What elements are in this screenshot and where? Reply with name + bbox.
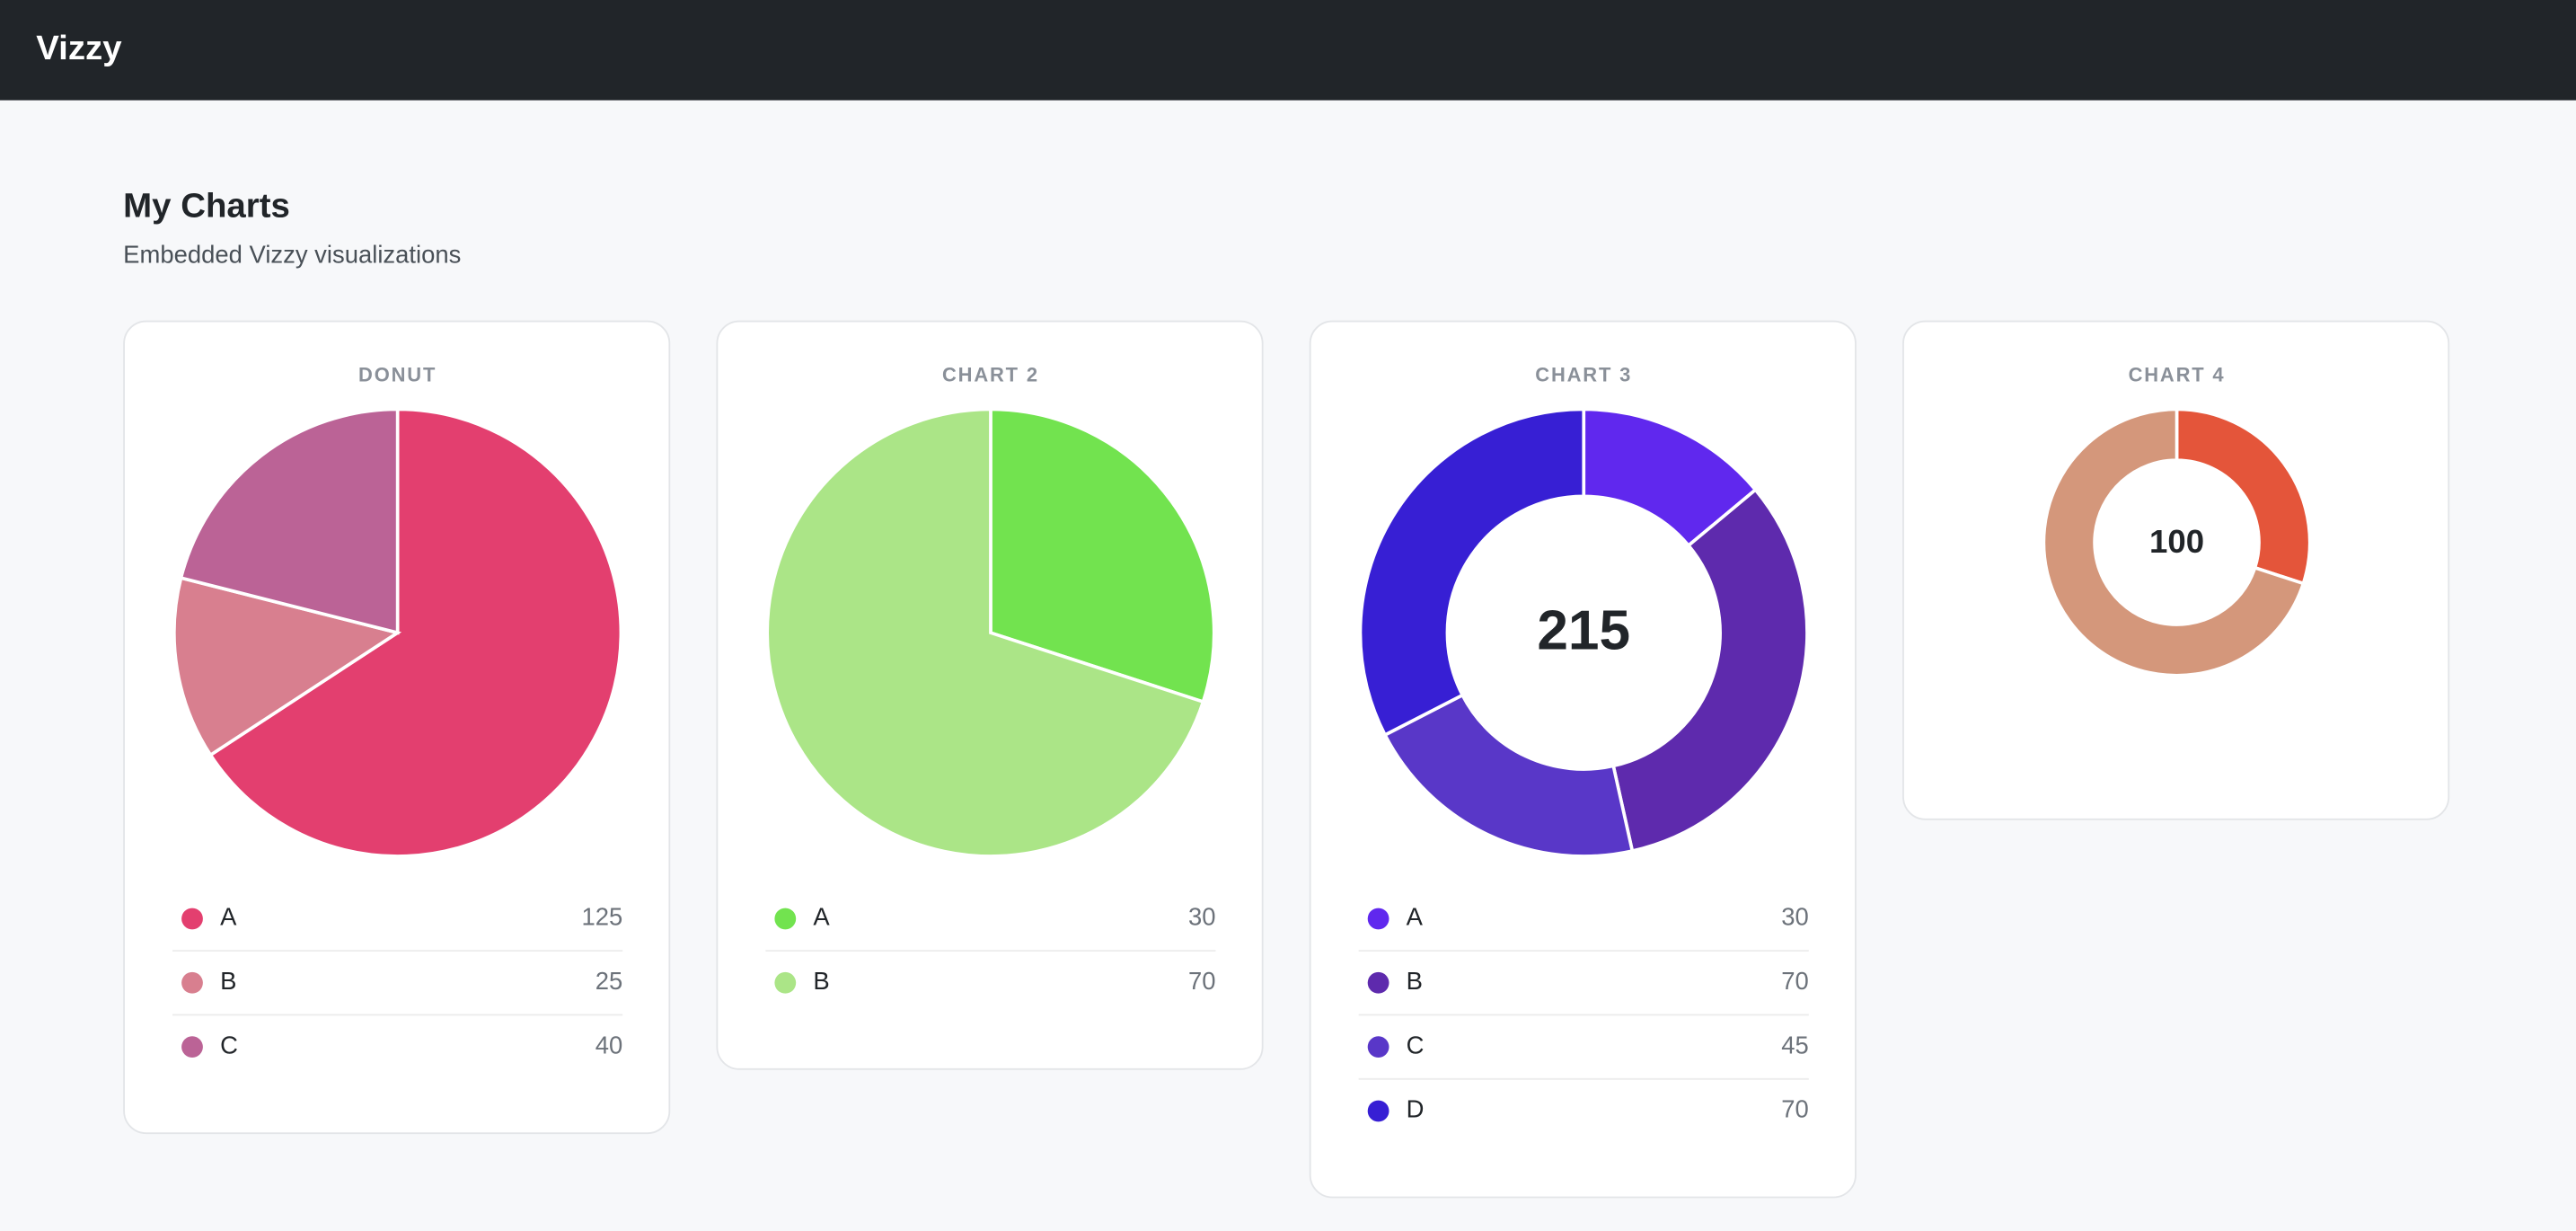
legend-label: A xyxy=(813,903,830,931)
legend-label: C xyxy=(220,1031,238,1058)
page-title: My Charts xyxy=(123,187,290,226)
chart-card: CHART 3 215 A 30 B 70 C 45 D 70 xyxy=(1309,320,1857,1199)
slice xyxy=(179,407,400,635)
legend-label: B xyxy=(813,967,829,995)
chart: DONUT A 125 B 25 C 40 xyxy=(172,364,623,1058)
slice xyxy=(1358,407,1586,738)
chart-title: CHART 4 xyxy=(2129,364,2226,386)
legend-swatch xyxy=(1367,1100,1389,1122)
legend-value: 70 xyxy=(1781,1095,1809,1123)
legend-label: A xyxy=(220,903,237,931)
chart-card: DONUT A 125 B 25 C 40 xyxy=(123,320,671,1135)
chart-card: CHART 2 A 30 B 70 xyxy=(716,320,1264,1070)
slice xyxy=(989,407,1216,704)
legend-swatch xyxy=(774,971,797,994)
chart: CHART 2 A 30 B 70 xyxy=(765,364,1216,995)
brand[interactable]: Vizzy xyxy=(36,29,122,67)
slice xyxy=(765,407,1205,858)
slice xyxy=(207,407,623,858)
legend-value: 40 xyxy=(595,1031,623,1058)
legend-value: 30 xyxy=(1781,903,1809,931)
chart-title: CHART 3 xyxy=(1535,364,1632,386)
slice xyxy=(1611,487,1809,854)
legend-label: B xyxy=(1407,967,1423,995)
legend-swatch xyxy=(1367,908,1389,930)
legend-label: A xyxy=(1407,903,1424,931)
legend-swatch xyxy=(1367,1036,1389,1058)
center-label: 215 xyxy=(1537,599,1630,661)
legend-label: C xyxy=(1407,1031,1425,1058)
chart-title: DONUT xyxy=(358,364,437,386)
slice xyxy=(172,575,402,757)
chart: CHART 3 215 A 30 B 70 C 45 D 70 xyxy=(1358,364,1809,1123)
page-subtitle: Embedded Vizzy visualizations xyxy=(123,241,462,270)
legend-swatch xyxy=(181,908,203,930)
legend-label: D xyxy=(1407,1095,1425,1123)
legend-value: 125 xyxy=(581,903,622,931)
legend-swatch xyxy=(1367,971,1389,994)
chart-card: CHART 4 100 xyxy=(1902,320,2450,820)
legend-swatch xyxy=(774,908,797,930)
chart: CHART 4 100 xyxy=(2042,364,2312,677)
legend-value: 70 xyxy=(1781,967,1809,995)
legend-value: 25 xyxy=(595,967,623,995)
legend-value: 30 xyxy=(1188,903,1216,931)
legend-swatch xyxy=(181,971,203,994)
slice xyxy=(2042,407,2306,677)
chart-title: CHART 2 xyxy=(942,364,1039,386)
legend-value: 70 xyxy=(1188,967,1216,995)
slice xyxy=(2175,407,2312,586)
center-label: 100 xyxy=(2149,523,2204,560)
legend-swatch xyxy=(181,1036,203,1058)
slice xyxy=(1382,693,1635,858)
legend-value: 45 xyxy=(1781,1031,1809,1058)
legend-label: B xyxy=(220,967,236,995)
navbar: Vizzy xyxy=(0,0,2576,101)
